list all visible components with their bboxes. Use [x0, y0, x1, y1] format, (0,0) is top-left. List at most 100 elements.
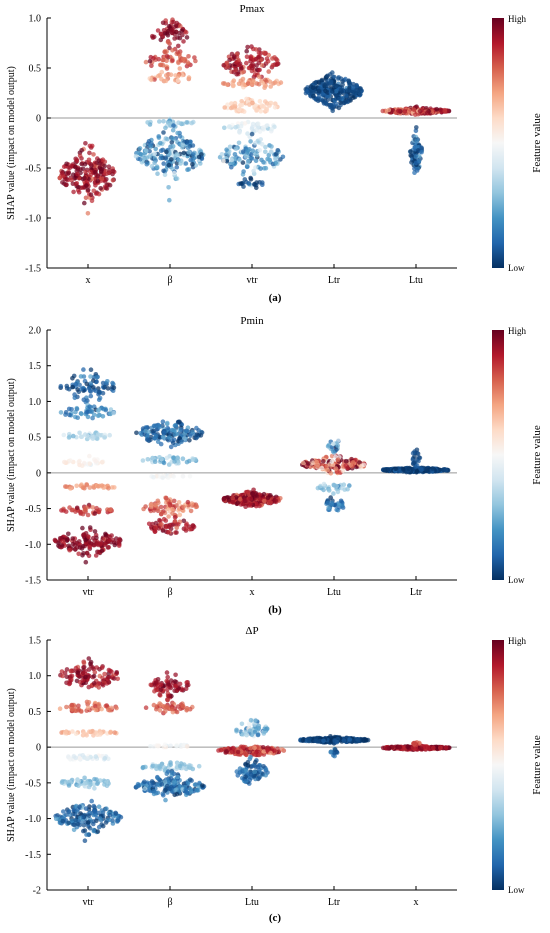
- data-point-x: [257, 496, 263, 502]
- data-point-Ltu: [249, 764, 255, 769]
- colorbar-label: Feature value: [531, 113, 543, 173]
- data-point-x: [75, 171, 80, 177]
- data-point-Ltr: [343, 98, 349, 104]
- data-point-vtr: [77, 674, 82, 679]
- data-point-vtr: [106, 486, 111, 491]
- data-point-vtr: [95, 413, 101, 419]
- data-point-vtr: [80, 678, 86, 683]
- data-point-β: [157, 455, 162, 460]
- data-point-vtr: [84, 482, 90, 488]
- data-point-β: [157, 119, 162, 124]
- data-point-vtr: [68, 674, 73, 679]
- data-point-β: [159, 522, 164, 527]
- data-point-vtr: [222, 125, 227, 131]
- data-point-vtr: [60, 818, 66, 824]
- data-point-vtr: [89, 798, 94, 804]
- data-point-vtr: [110, 821, 116, 826]
- data-point-vtr: [239, 65, 244, 71]
- data-point-Ltr: [304, 88, 310, 94]
- data-point-vtr: [263, 149, 268, 155]
- x-tick-label: Ltr: [328, 275, 341, 286]
- data-point-x: [91, 152, 96, 157]
- data-point-vtr: [80, 525, 85, 531]
- x-tick-label: vtr: [82, 587, 94, 598]
- data-point-vtr: [269, 126, 275, 132]
- data-point-Ltu: [256, 723, 262, 729]
- data-point-vtr: [248, 54, 254, 59]
- data-point-β: [164, 771, 170, 776]
- y-tick-label: 0: [36, 114, 41, 125]
- data-point-Ltu: [263, 767, 269, 772]
- data-point-vtr: [83, 537, 88, 543]
- data-point-β: [165, 425, 170, 431]
- data-point-β: [140, 765, 146, 770]
- data-point-vtr: [272, 156, 278, 162]
- data-point-x: [230, 495, 235, 501]
- data-point-β: [161, 516, 167, 522]
- data-point-vtr: [257, 129, 263, 134]
- data-point-vtr: [249, 65, 255, 71]
- data-point-β: [190, 457, 196, 462]
- data-point-vtr: [245, 148, 251, 153]
- data-point-β: [171, 19, 176, 25]
- data-point-β: [171, 455, 176, 460]
- data-point-vtr: [111, 410, 117, 416]
- data-point-Ltu: [333, 466, 339, 471]
- data-point-β: [183, 787, 189, 792]
- data-point-Ltu: [321, 481, 327, 487]
- data-point-vtr: [258, 137, 264, 142]
- data-point-vtr: [98, 731, 104, 736]
- data-point-vtr: [93, 707, 99, 713]
- y-tick-label: 0.5: [29, 707, 42, 718]
- data-point-β: [183, 526, 189, 531]
- data-point-β: [156, 423, 162, 428]
- data-point-vtr: [240, 149, 246, 154]
- data-point-Ltu: [229, 749, 235, 755]
- data-point-vtr: [275, 61, 280, 67]
- data-point-vtr: [66, 435, 72, 440]
- data-point-β: [177, 681, 183, 687]
- data-point-β: [142, 156, 147, 161]
- data-point-Ltr: [330, 70, 335, 75]
- data-point-vtr: [221, 158, 226, 164]
- data-point-Ltu: [424, 110, 430, 116]
- data-point-β: [170, 48, 175, 53]
- data-point-vtr: [114, 705, 119, 711]
- data-point-vtr: [278, 80, 284, 85]
- data-point-vtr: [87, 804, 92, 809]
- data-point-β: [185, 60, 191, 65]
- data-point-vtr: [63, 410, 69, 415]
- data-point-β: [144, 161, 150, 167]
- data-point-vtr: [92, 670, 98, 675]
- data-point-β: [172, 515, 178, 520]
- data-point-vtr: [68, 486, 73, 491]
- data-point-vtr: [230, 83, 236, 89]
- data-point-x: [82, 175, 87, 181]
- data-point-vtr: [97, 667, 102, 672]
- data-point-β: [176, 43, 181, 49]
- data-point-vtr: [80, 553, 85, 558]
- data-point-Ltu: [261, 764, 266, 769]
- data-point-Ltr: [345, 88, 350, 94]
- data-point-β: [134, 430, 139, 436]
- data-point-β: [177, 763, 183, 769]
- data-point-vtr: [91, 821, 96, 827]
- data-point-x: [77, 153, 83, 159]
- data-point-x: [95, 178, 100, 184]
- data-point-Ltu: [246, 721, 252, 726]
- data-point-Ltu: [243, 779, 249, 785]
- data-point-β: [157, 708, 163, 713]
- data-point-β: [184, 35, 190, 40]
- data-point-vtr: [69, 407, 74, 412]
- data-point-x: [91, 188, 97, 194]
- data-point-β: [185, 145, 191, 150]
- data-point-Ltu: [263, 772, 269, 778]
- data-point-β: [172, 679, 178, 684]
- data-point-Ltr: [338, 100, 343, 106]
- data-point-β: [164, 73, 169, 78]
- data-point-vtr: [80, 753, 85, 758]
- data-point-Ltu: [331, 491, 336, 496]
- data-point-x: [96, 191, 102, 197]
- data-point-β: [157, 701, 162, 706]
- y-tick-label: -1.0: [25, 540, 41, 551]
